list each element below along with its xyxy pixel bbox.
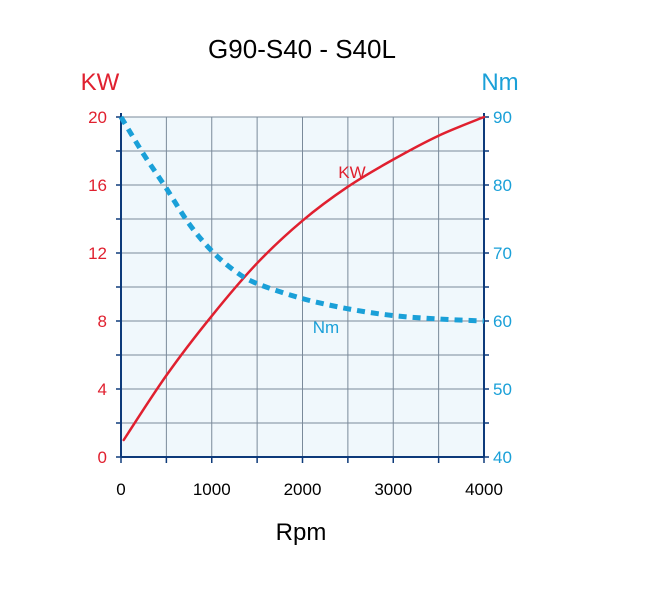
y-right-tick-label: 40 bbox=[493, 448, 512, 467]
x-tick-label: 0 bbox=[116, 480, 125, 499]
x-tick-label: 1000 bbox=[193, 480, 231, 499]
y-right-tick-label: 70 bbox=[493, 244, 512, 263]
series-line-kw bbox=[122, 115, 486, 442]
y-left-tick-label: 12 bbox=[88, 244, 107, 263]
x-tick-label: 3000 bbox=[374, 480, 412, 499]
y-left-tick-label: 4 bbox=[98, 380, 107, 399]
y-left-tick-label: 8 bbox=[98, 312, 107, 331]
y-right-axis-label: Nm bbox=[481, 69, 518, 96]
y-right-tick-label: 60 bbox=[493, 312, 512, 331]
y-left-axis-label: KW bbox=[81, 69, 120, 96]
x-axis-label: Rpm bbox=[276, 519, 327, 546]
x-tick-label: 2000 bbox=[284, 480, 322, 499]
y-right-tick-label: 50 bbox=[493, 380, 512, 399]
tick-labels: 0 1000 2000 3000 4000 0 4 8 12 16 20 40 50 60 70 80 90 bbox=[88, 108, 512, 499]
y-left-tick-label: 20 bbox=[88, 108, 107, 127]
series-label-nm: Nm bbox=[313, 318, 339, 337]
axes bbox=[116, 113, 489, 463]
grid bbox=[121, 117, 484, 457]
x-tick-label: 4000 bbox=[465, 480, 503, 499]
y-right-tick-label: 80 bbox=[493, 176, 512, 195]
y-right-tick-label: 90 bbox=[493, 108, 512, 127]
y-left-tick-label: 0 bbox=[98, 448, 107, 467]
series bbox=[118, 115, 486, 442]
series-label-kw: KW bbox=[338, 163, 365, 182]
chart-title: G90-S40 - S40L bbox=[208, 34, 396, 64]
y-left-tick-label: 16 bbox=[88, 176, 107, 195]
